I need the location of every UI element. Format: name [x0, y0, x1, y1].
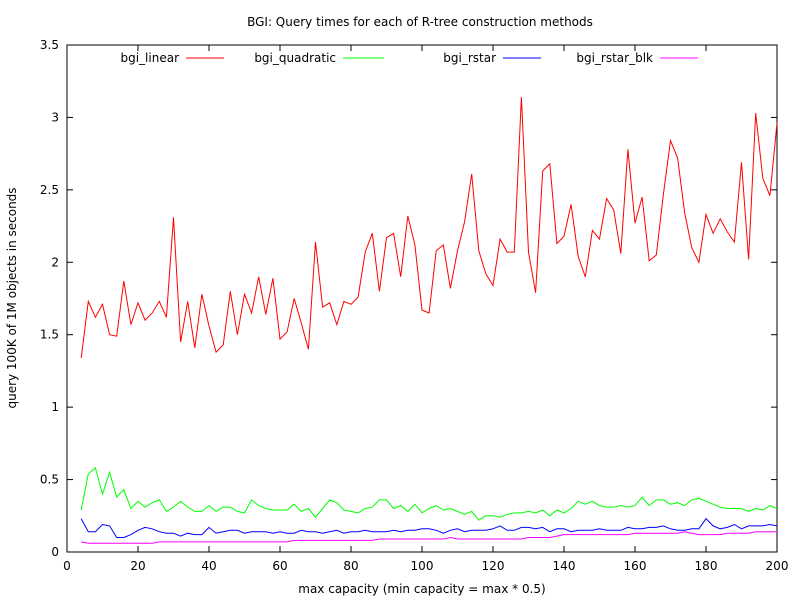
- y-tick-label: 2: [51, 255, 59, 269]
- x-tick-label: 160: [624, 559, 647, 573]
- plot-frame: [67, 45, 777, 552]
- x-tick-label: 140: [553, 559, 576, 573]
- series-line-bgi_quadratic: [81, 468, 777, 520]
- y-tick-label: 1.5: [40, 328, 59, 342]
- x-axis-label: max capacity (min capacity = max * 0.5): [298, 582, 545, 596]
- y-tick-label: 2.5: [40, 183, 59, 197]
- series-line-bgi_rstar_blk: [81, 532, 777, 544]
- legend-label-bgi_quadratic: bgi_quadratic: [254, 51, 336, 65]
- y-tick-label: 3: [51, 110, 59, 124]
- y-axis: 0 0.5 1 1.5 2 2.5 3 3.5: [40, 38, 777, 559]
- x-tick-label: 20: [130, 559, 145, 573]
- y-tick-label: 0.5: [40, 473, 59, 487]
- x-tick-label: 120: [482, 559, 505, 573]
- x-tick-label: 80: [343, 559, 358, 573]
- y-axis-label: query 100K of 1M objects in seconds: [5, 187, 19, 408]
- legend: bgi_linear bgi_quadratic bgi_rstar bgi_rsta…: [120, 51, 698, 65]
- x-tick-label: 180: [695, 559, 718, 573]
- x-axis: 0 20 40 60 80 100 120 140 160 180 200: [63, 45, 788, 573]
- series-layer: [81, 97, 777, 543]
- y-tick-label: 1: [51, 400, 59, 414]
- series-line-bgi_linear: [81, 97, 777, 358]
- y-tick-label: 3.5: [40, 38, 59, 52]
- x-tick-label: 200: [766, 559, 789, 573]
- x-tick-label: 60: [272, 559, 287, 573]
- y-tick-label: 0: [51, 545, 59, 559]
- x-tick-label: 0: [63, 559, 71, 573]
- x-tick-label: 40: [201, 559, 216, 573]
- chart-title: BGI: Query times for each of R-tree cons…: [247, 15, 593, 29]
- legend-label-bgi_linear: bgi_linear: [120, 51, 179, 65]
- x-tick-label: 100: [411, 559, 434, 573]
- legend-label-bgi_rstar_blk: bgi_rstar_blk: [576, 51, 653, 65]
- legend-label-bgi_rstar: bgi_rstar: [443, 51, 496, 65]
- series-line-bgi_rstar: [81, 519, 777, 538]
